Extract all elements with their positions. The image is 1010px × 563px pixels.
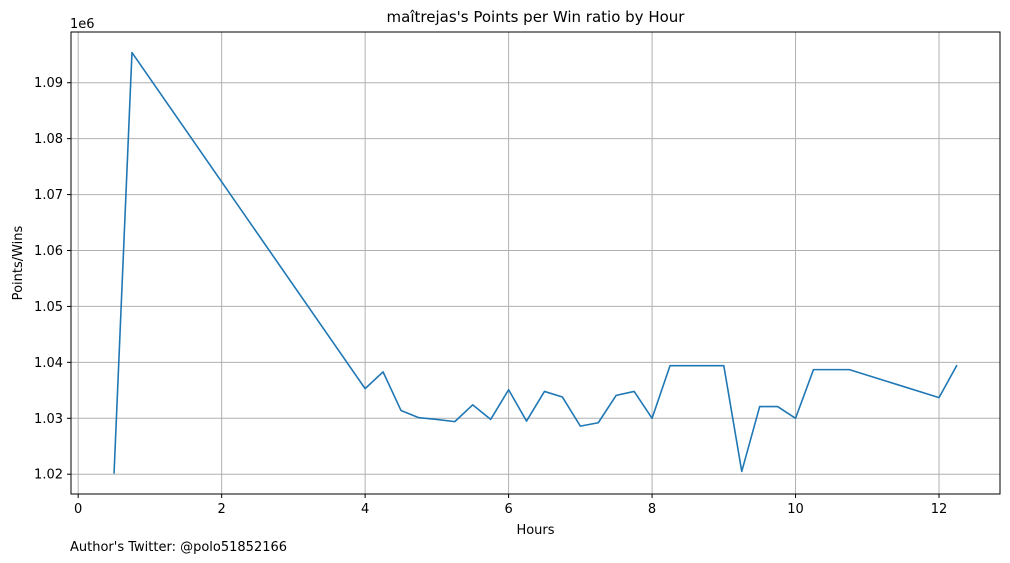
x-axis-title: Hours — [516, 523, 554, 538]
series-layer — [113, 51, 958, 474]
author-credit: Author's Twitter: @polo51852166 — [70, 540, 287, 555]
x-tick-label: 4 — [361, 502, 369, 517]
plot-frame — [70, 31, 1001, 495]
ticks: 0 2 4 6 8 10 12 1.02 1.03 1.04 1.05 1.06 1.07 1.08 1.0… — [34, 76, 947, 517]
y-tick-label: 1.04 — [34, 356, 63, 371]
y-tick-label: 1.07 — [34, 188, 63, 203]
x-tick-label: 12 — [931, 502, 948, 517]
x-tick-label: 2 — [218, 502, 226, 517]
x-tick-label: 10 — [787, 502, 804, 517]
y-axis-title: Points/Wins — [11, 225, 26, 300]
grid — [71, 32, 1000, 494]
y-tick-label: 1.06 — [34, 244, 63, 259]
y-tick-label: 1.02 — [34, 468, 63, 483]
series-line-0 — [113, 51, 958, 474]
chart-title: maîtrejas's Points per Win ratio by Hour — [387, 8, 686, 26]
y-tick-label: 1.03 — [34, 412, 63, 427]
x-tick-label: 0 — [74, 502, 82, 517]
y-tick-label: 1.09 — [34, 76, 63, 91]
y-tick-label: 1.08 — [34, 132, 63, 147]
y-offset-label: 1e6 — [70, 17, 95, 32]
y-tick-label: 1.05 — [34, 300, 63, 315]
x-tick-label: 8 — [648, 502, 656, 517]
x-tick-label: 6 — [504, 502, 512, 517]
